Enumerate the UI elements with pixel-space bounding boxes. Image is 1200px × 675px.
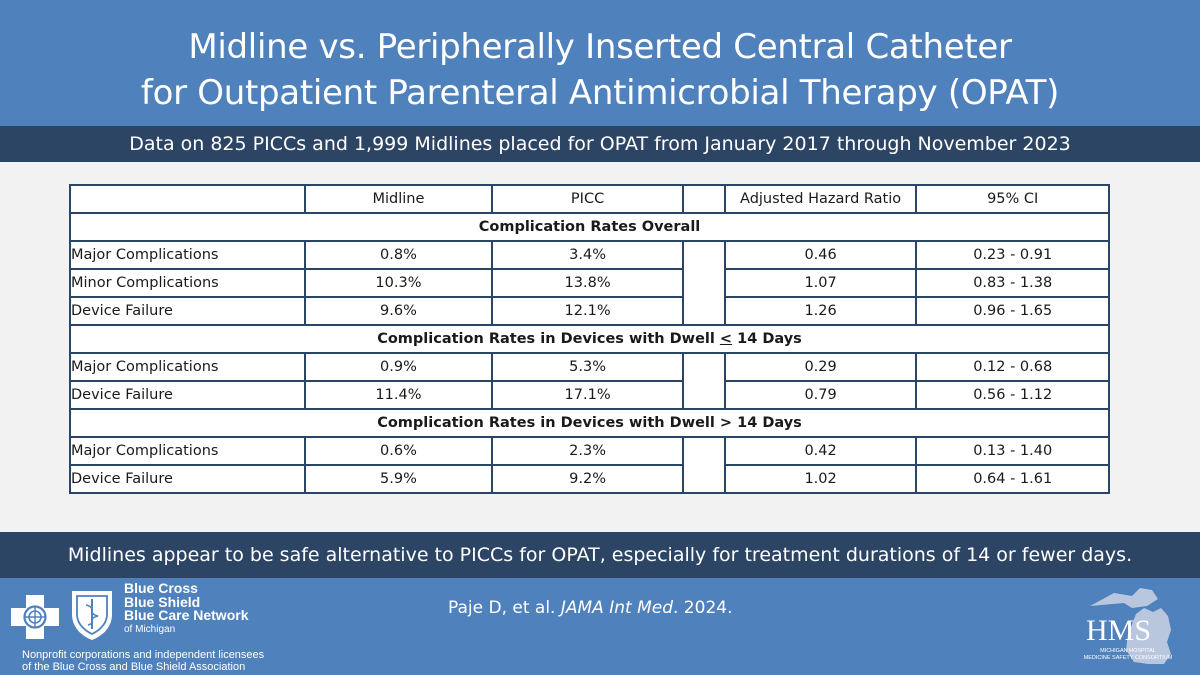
picc-value: 2.3% bbox=[491, 436, 684, 466]
bcbs-note-line-1: Nonprofit corporations and independent l… bbox=[22, 649, 265, 661]
section-title-dwell-short: Complication Rates in Devices with Dwell… bbox=[69, 324, 1110, 354]
midline-value: 9.6% bbox=[303, 296, 494, 326]
ci-value: 0.56 - 1.12 bbox=[915, 380, 1110, 410]
ahr-value: 1.07 bbox=[723, 268, 918, 298]
bcbs-note-line-2: of the Blue Cross and Blue Shield Associ… bbox=[22, 661, 246, 673]
row-label: Minor Complications bbox=[69, 268, 306, 298]
picc-value: 12.1% bbox=[491, 296, 684, 326]
table-row: Major Complications 0.8% 3.4% 0.46 0.23 … bbox=[69, 240, 1110, 326]
picc-value: 3.4% bbox=[491, 240, 684, 270]
table-row: Major Complications 0.9% 5.3% 0.29 0.12 … bbox=[69, 352, 1110, 410]
table-row: Device Failure 9.6% 12.1% 1.26 0.96 - 1.… bbox=[69, 296, 1110, 326]
col-header-ci: 95% CI bbox=[915, 184, 1110, 214]
midline-value: 11.4% bbox=[303, 380, 494, 410]
table-row: Major Complications 0.6% 2.3% 0.42 0.13 … bbox=[69, 436, 1110, 494]
ci-value: 0.23 - 0.91 bbox=[915, 240, 1110, 270]
col-header-midline: Midline bbox=[303, 184, 494, 214]
table-row: Device Failure 5.9% 9.2% 1.02 0.64 - 1.6… bbox=[69, 464, 1110, 494]
ci-value: 0.96 - 1.65 bbox=[915, 296, 1110, 326]
row-label: Major Complications bbox=[69, 240, 306, 270]
content-area: Midline PICC Adjusted Hazard Ratio 95% C… bbox=[0, 162, 1200, 532]
row-label: Device Failure bbox=[69, 296, 306, 326]
citation-authors: Paje D, et al. bbox=[448, 598, 561, 618]
hms-logo-sub-2: MEDICINE SAFETY CONSORTIUM bbox=[1084, 655, 1173, 661]
midline-value: 0.8% bbox=[303, 240, 494, 270]
subtitle-band: Data on 825 PICCs and 1,999 Midlines pla… bbox=[0, 126, 1200, 162]
blue-cross-logo-icon bbox=[11, 595, 59, 639]
ahr-value: 0.46 bbox=[723, 240, 918, 270]
picc-value: 5.3% bbox=[491, 352, 684, 382]
ahr-value: 0.79 bbox=[723, 380, 918, 410]
hms-logo-text: HMS bbox=[1086, 614, 1151, 647]
bcbs-line-2: Blue Shield bbox=[124, 593, 201, 610]
ahr-value: 1.02 bbox=[723, 464, 918, 494]
picc-value: 13.8% bbox=[491, 268, 684, 298]
bcbs-name: Blue Cross Blue Shield Blue Care Network… bbox=[124, 580, 249, 636]
hms-logo-sub-1: MICHIGAN HOSPITAL bbox=[1100, 648, 1156, 654]
midline-value: 0.9% bbox=[303, 352, 494, 382]
col-header-picc: PICC bbox=[491, 184, 684, 214]
row-label: Device Failure bbox=[69, 464, 306, 494]
section-title-dwell-long: Complication Rates in Devices with Dwell… bbox=[69, 408, 1110, 438]
table-row: Minor Complications 10.3% 13.8% 1.07 0.8… bbox=[69, 268, 1110, 298]
section-row-overall: Complication Rates Overall bbox=[69, 212, 1110, 242]
ci-value: 0.12 - 0.68 bbox=[915, 352, 1110, 382]
midline-value: 5.9% bbox=[303, 464, 494, 494]
ahr-value: 1.26 bbox=[723, 296, 918, 326]
section-row-dwell-short: Complication Rates in Devices with Dwell… bbox=[69, 324, 1110, 354]
citation-journal: JAMA Int Med bbox=[560, 598, 673, 618]
title-band: Midline vs. Peripherally Inserted Centra… bbox=[0, 0, 1200, 126]
header-corner bbox=[69, 184, 306, 214]
citation-year: . 2024. bbox=[673, 598, 733, 618]
conclusion-text: Midlines appear to be safe alternative t… bbox=[67, 544, 1133, 566]
header-row: Midline PICC Adjusted Hazard Ratio 95% C… bbox=[69, 184, 1110, 214]
ci-value: 0.83 - 1.38 bbox=[915, 268, 1110, 298]
bcbs-licensee-note: Nonprofit corporations and independent l… bbox=[22, 649, 264, 673]
title-line-2: for Outpatient Parenteral Antimicrobial … bbox=[140, 73, 1060, 113]
midline-value: 10.3% bbox=[303, 268, 494, 298]
bcbs-line-1: Blue Cross bbox=[124, 580, 198, 596]
column-gap bbox=[681, 240, 726, 326]
table-row: Device Failure 11.4% 17.1% 0.79 0.56 - 1… bbox=[69, 380, 1110, 410]
section-title-prefix: Complication Rates in Devices with Dwell bbox=[377, 331, 715, 347]
bcbs-state: of Michigan bbox=[124, 623, 176, 635]
subtitle: Data on 825 PICCs and 1,999 Midlines pla… bbox=[129, 133, 1071, 155]
bcbs-line-3: Blue Care Network bbox=[124, 607, 249, 623]
midline-value: 0.6% bbox=[303, 436, 494, 466]
header-gap bbox=[681, 184, 726, 214]
section-title-suffix: 14 Days bbox=[737, 331, 802, 347]
ci-value: 0.13 - 1.40 bbox=[915, 436, 1110, 466]
results-table: Midline PICC Adjusted Hazard Ratio 95% C… bbox=[69, 184, 1110, 494]
blue-shield-logo-icon bbox=[72, 591, 112, 640]
footer: Blue Cross Blue Shield Blue Care Network… bbox=[0, 578, 1200, 675]
hms-logo-icon: HMS MICHIGAN HOSPITAL MEDICINE SAFETY CO… bbox=[1084, 588, 1173, 664]
ahr-value: 0.42 bbox=[723, 436, 918, 466]
row-label: Major Complications bbox=[69, 436, 306, 466]
row-label: Device Failure bbox=[69, 380, 306, 410]
ci-value: 0.64 - 1.61 bbox=[915, 464, 1110, 494]
column-gap bbox=[681, 352, 726, 410]
ahr-value: 0.29 bbox=[723, 352, 918, 382]
less-than-or-equal-symbol: < bbox=[719, 331, 733, 347]
picc-value: 17.1% bbox=[491, 380, 684, 410]
section-row-dwell-long: Complication Rates in Devices with Dwell… bbox=[69, 408, 1110, 438]
section-title-overall: Complication Rates Overall bbox=[69, 212, 1110, 242]
picc-value: 9.2% bbox=[491, 464, 684, 494]
col-header-ahr: Adjusted Hazard Ratio bbox=[723, 184, 918, 214]
title-line-1: Midline vs. Peripherally Inserted Centra… bbox=[188, 27, 1012, 67]
conclusion-band: Midlines appear to be safe alternative t… bbox=[0, 532, 1200, 578]
column-gap bbox=[681, 436, 726, 494]
row-label: Major Complications bbox=[69, 352, 306, 382]
citation: Paje D, et al. JAMA Int Med. 2024. bbox=[448, 598, 732, 618]
